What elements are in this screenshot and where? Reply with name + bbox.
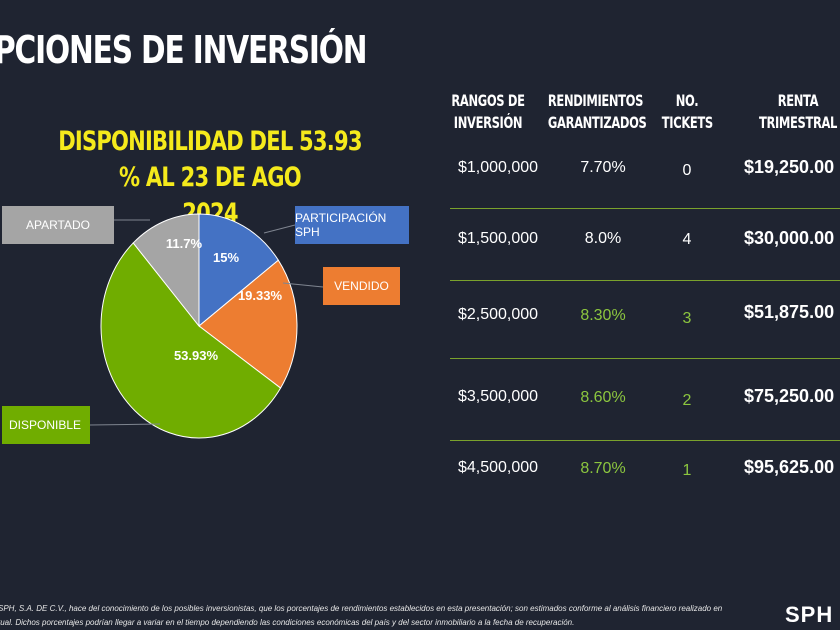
- cell-rent: $19,250.00: [744, 157, 835, 177]
- cell-rent: $30,000.00: [744, 228, 835, 248]
- pie-chart: 15% 19.33% 53.93% 11.7%: [89, 213, 324, 439]
- header-range-line2: INVERSIÓN: [453, 113, 523, 132]
- cell-range: $2,500,000: [457, 306, 539, 323]
- row-divider: [450, 358, 840, 359]
- legend-label: VENDIDO: [334, 279, 389, 293]
- cell-tickets: 1: [682, 462, 692, 479]
- cell-range: $4,500,000: [457, 459, 539, 476]
- legend-disponible: DISPONIBLE: [2, 406, 90, 444]
- disclaimer-line2: tual. Dichos porcentajes podrían llegar …: [0, 618, 575, 627]
- header-tickets-line2: TICKETS: [661, 113, 713, 132]
- legend-vendido: VENDIDO: [323, 267, 400, 305]
- legend-label: PARTICIPACIÓN SPH: [295, 211, 387, 239]
- sph-logo: SPH: [785, 602, 834, 627]
- header-range: RANGOS DE INVERSIÓN: [428, 90, 548, 134]
- chart-title: DISPONIBILIDAD DEL 53.93 % AL 23 DE AGO …: [0, 124, 420, 232]
- leader-line: [282, 282, 324, 288]
- header-rent-line1: RENTA: [777, 91, 819, 110]
- header-rate-line1: RENDIMIENTOS: [547, 91, 644, 110]
- legend-label: DISPONIBLE: [9, 418, 82, 432]
- cell-tickets: 4: [682, 231, 692, 248]
- header-rent-line2: TRIMESTRAL: [758, 113, 838, 132]
- disclaimer-line1: SPH, S.A. DE C.V., hace del conocimiento…: [0, 604, 723, 613]
- cell-range: $1,500,000: [457, 230, 539, 247]
- pie-data-label: 53.93%: [174, 348, 219, 363]
- pie-slice-vendido: [198, 259, 298, 389]
- cell-tickets: 2: [682, 392, 692, 409]
- cell-rate: 8.0%: [584, 230, 622, 247]
- legend-participacion-sph: PARTICIPACIÓN SPH: [295, 206, 409, 244]
- leader-line: [89, 423, 161, 426]
- header-rate-line2: GARANTIZADOS: [547, 113, 647, 132]
- row-divider: [450, 280, 840, 281]
- cell-rent: $75,250.00: [744, 386, 835, 406]
- pie-slice-disponible: [100, 242, 282, 439]
- legend-label: APARTADO: [25, 218, 90, 232]
- cell-range: $1,000,000: [457, 159, 539, 176]
- header-rate: RENDIMIENTOS GARANTIZADOS: [530, 90, 658, 134]
- header-rent: RENTA TRIMESTRAL: [742, 90, 840, 134]
- cell-rate: 8.70%: [580, 460, 626, 477]
- cell-rent: $51,875.00: [744, 302, 835, 322]
- cell-rent: $95,625.00: [744, 457, 835, 477]
- cell-rate: 7.70%: [580, 159, 626, 176]
- legend-apartado: APARTADO: [2, 206, 114, 244]
- page-title: PCIONES DE INVERSIÓN: [0, 28, 368, 72]
- cell-rate: 8.30%: [580, 307, 626, 324]
- pie-data-label: 11.7%: [166, 236, 203, 251]
- header-tickets-line1: NO.: [675, 91, 699, 110]
- pie-slice-apartado: [132, 213, 200, 328]
- cell-rate: 8.60%: [580, 389, 626, 406]
- cell-tickets: 3: [682, 310, 692, 327]
- pie-data-label: 19.33%: [238, 288, 283, 303]
- cell-range: $3,500,000: [457, 388, 539, 405]
- chart-title-line1: DISPONIBILIDAD DEL 53.93 % AL 23 DE AGO: [58, 126, 362, 193]
- row-divider: [450, 440, 840, 441]
- pie-slice-participaci-n-sph: [198, 213, 279, 328]
- header-range-line1: RANGOS DE: [451, 91, 525, 110]
- cell-tickets: 0: [682, 162, 692, 179]
- header-tickets: NO. TICKETS: [652, 90, 722, 134]
- leader-line: [263, 224, 296, 234]
- pie-data-label: 15%: [213, 250, 239, 265]
- disclaimer: SPH, S.A. DE C.V., hace del conocimiento…: [0, 602, 758, 630]
- row-divider: [450, 208, 840, 209]
